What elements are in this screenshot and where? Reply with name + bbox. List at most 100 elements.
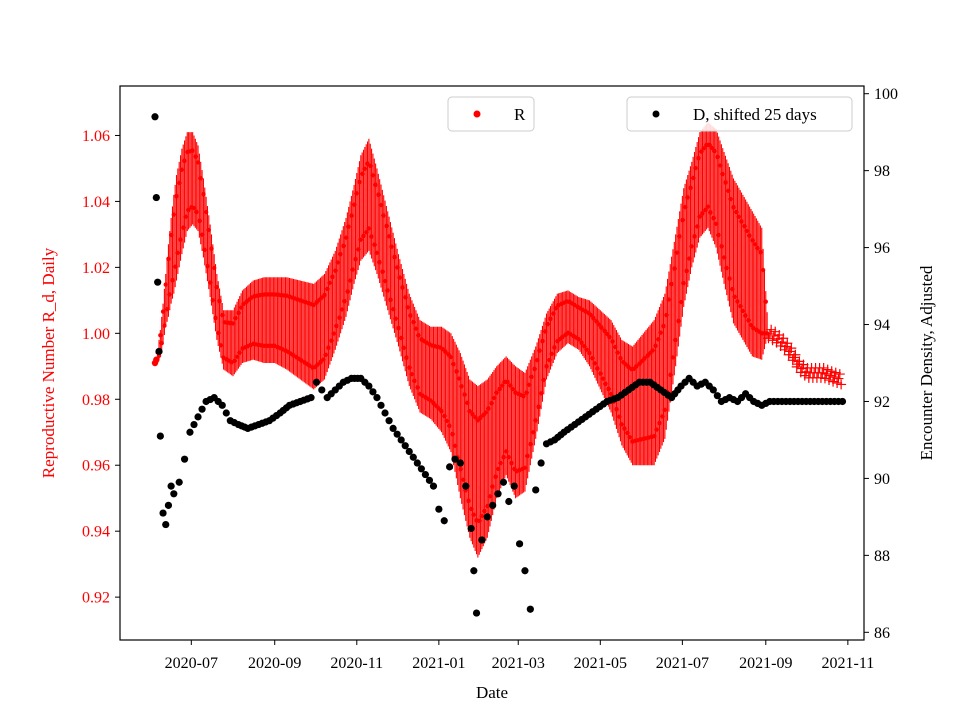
d-point: [446, 463, 454, 471]
d-point: [413, 459, 421, 467]
d-point: [164, 501, 173, 509]
d-point: [167, 482, 175, 490]
d-point: [393, 430, 401, 438]
d-point: [180, 455, 189, 463]
r-point-plus: [786, 343, 797, 354]
r-series-layer: [151, 122, 847, 558]
d-point: [409, 453, 417, 461]
x-tick-label: 2020-11: [330, 655, 383, 672]
d-point: [389, 424, 397, 433]
d-point: [838, 397, 847, 406]
r-point-plus: [833, 373, 844, 384]
d-point: [156, 432, 164, 440]
legend-r-marker: [473, 110, 481, 118]
d-point: [377, 401, 385, 409]
r-point-plus: [819, 373, 830, 384]
d-point: [198, 405, 206, 413]
y-left-tick-label: 1.00: [82, 326, 110, 343]
r-point-plus: [763, 333, 774, 344]
d-point: [483, 513, 491, 521]
d-point: [489, 501, 497, 509]
d-point: [532, 486, 540, 494]
d-point: [307, 394, 315, 402]
d-point: [526, 605, 534, 613]
d-point: [186, 428, 194, 436]
d-point: [170, 490, 178, 498]
d-point: [194, 413, 202, 421]
y-left-tick-label: 0.96: [82, 458, 110, 475]
x-tick-label: 2020-07: [165, 655, 218, 672]
d-point: [385, 417, 393, 425]
axes-layer: 2020-07 2020-09 2020-11 2021-01 2021-03 2021-…: [82, 86, 898, 672]
r-point-plus: [824, 375, 835, 386]
r-point-plus: [821, 368, 832, 379]
legend-r-box: [447, 96, 535, 132]
y-left-tick-label: 1.04: [82, 194, 110, 211]
r-point-plus: [829, 372, 840, 383]
y-axis-left-label: Reproductive Number R_d, Daily: [39, 247, 58, 478]
d-point: [397, 436, 405, 444]
d-point: [425, 476, 434, 484]
y-left-tick-label: 1.02: [82, 260, 110, 277]
d-point: [462, 482, 470, 490]
d-point: [429, 482, 438, 490]
d-point: [152, 193, 160, 202]
d-point: [162, 520, 170, 529]
r-point-plus: [818, 362, 829, 373]
legend-d: D, shifted 25 days: [626, 96, 853, 132]
d-point: [312, 378, 321, 386]
d-point: [505, 497, 513, 506]
x-tick-label: 2021-09: [739, 655, 792, 672]
d-point: [421, 470, 430, 479]
x-tick-label: 2021-01: [412, 655, 465, 672]
d-point: [515, 540, 524, 548]
r-point-plus: [834, 369, 845, 380]
y-right-tick-label: 88: [874, 548, 890, 565]
r-point-plus: [766, 324, 777, 335]
d-point: [440, 517, 448, 525]
d-point: [190, 420, 198, 429]
d-point: [709, 386, 717, 394]
d-point: [405, 447, 413, 456]
r-point-plus: [832, 378, 843, 389]
r-point-plus: [767, 335, 778, 346]
r-point-plus: [830, 367, 841, 378]
d-point: [537, 459, 545, 467]
legend-d-box: [626, 96, 853, 132]
legend-d-marker: [652, 110, 660, 118]
plot-frame: [119, 85, 865, 641]
y-right-tick-label: 98: [874, 163, 890, 180]
d-point: [154, 278, 162, 286]
d-point: [470, 567, 478, 575]
x-tick-label: 2021-11: [821, 655, 874, 672]
y-right-tick-label: 90: [874, 471, 890, 488]
d-point: [499, 478, 508, 486]
d-point: [381, 409, 389, 417]
r-point-plus: [817, 367, 828, 378]
r-point-plus: [778, 333, 789, 344]
r-point-plus: [782, 338, 793, 349]
d-series-layer: [151, 113, 847, 617]
r-point-plus: [828, 376, 839, 387]
y-left-tick-label: 1.06: [82, 128, 110, 145]
d-point: [318, 386, 326, 394]
r-point-plus: [826, 366, 837, 377]
d-point: [365, 382, 373, 390]
legend-r: R: [447, 96, 535, 132]
x-tick-label: 2020-09: [248, 655, 301, 672]
y-left-tick-label: 0.94: [82, 524, 110, 541]
legend-r-label: R: [514, 105, 526, 124]
d-point: [222, 409, 230, 417]
y-right-tick-label: 100: [874, 86, 898, 103]
x-tick-label: 2021-03: [492, 655, 545, 672]
d-point: [373, 394, 381, 402]
d-point: [472, 609, 481, 617]
d-point: [467, 524, 475, 533]
r-point-plus: [764, 328, 775, 339]
r-point-plus: [822, 364, 833, 375]
x-axis-label: Date: [476, 683, 508, 702]
r-point: [763, 299, 768, 304]
d-point: [713, 392, 721, 400]
d-point: [155, 347, 163, 356]
d-point: [159, 509, 167, 517]
